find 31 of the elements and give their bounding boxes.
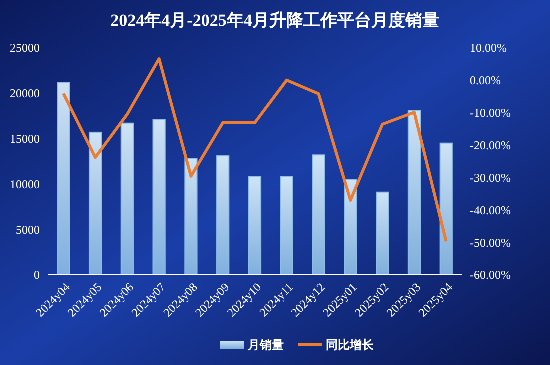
y-tick-label: 15000	[10, 132, 40, 146]
y2-tick-label: -60.00%	[470, 268, 511, 282]
legend-label: 同比增长	[326, 338, 375, 352]
y-tick-label: 20000	[10, 86, 40, 101]
bar	[216, 156, 230, 276]
bar	[152, 119, 166, 276]
y2-tick-label: -40.00%	[470, 203, 511, 218]
chart-title: 2024年4月-2025年4月升降工作平台月度销量	[110, 11, 440, 30]
y-tick-label: 5000	[16, 222, 40, 237]
bar	[440, 142, 453, 276]
bar	[344, 179, 358, 276]
bar	[120, 122, 134, 276]
bar	[57, 82, 70, 276]
y-tick-label: 25000	[10, 41, 40, 56]
y-tick-label: 10000	[10, 177, 40, 192]
bar	[408, 110, 422, 276]
y2-tick-label: 10.00%	[470, 41, 507, 56]
line-series	[62, 58, 448, 244]
bar	[88, 132, 102, 276]
bar	[248, 176, 262, 276]
y2-tick-label: -10.00%	[470, 106, 511, 120]
y2-tick-label: -20.00%	[470, 138, 511, 152]
y-tick-label: 0	[34, 268, 40, 282]
y2-tick-label: -30.00%	[470, 170, 511, 185]
bar	[280, 176, 294, 276]
y2-tick-label: 0.00%	[470, 74, 501, 88]
bar	[184, 158, 198, 276]
bar	[376, 192, 390, 276]
legend-label: 月销量	[247, 338, 284, 352]
bar	[312, 154, 326, 276]
y2-tick-label: -50.00%	[470, 236, 511, 250]
